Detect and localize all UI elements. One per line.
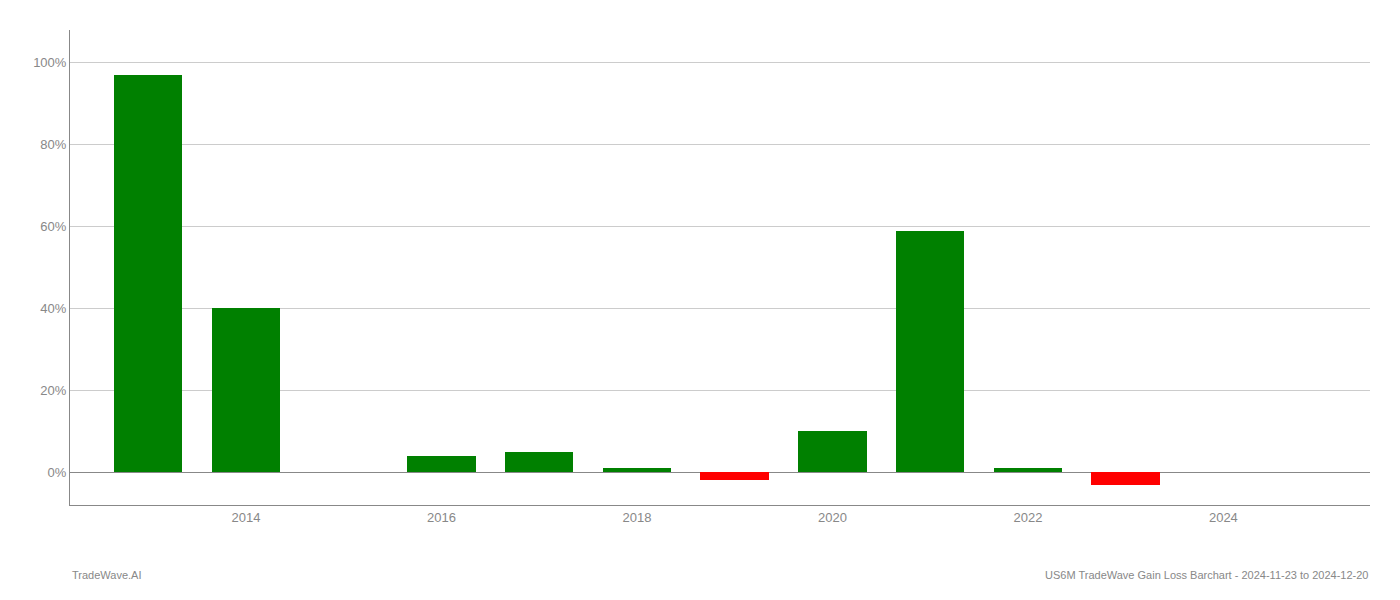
svg-text:100%: 100% <box>33 55 67 70</box>
svg-text:2014: 2014 <box>231 510 260 525</box>
svg-text:0%: 0% <box>48 465 67 480</box>
svg-text:2018: 2018 <box>622 510 651 525</box>
svg-text:60%: 60% <box>40 219 66 234</box>
svg-text:US6M TradeWave Gain Loss Barch: US6M TradeWave Gain Loss Barchart - 2024… <box>1045 569 1368 581</box>
svg-text:40%: 40% <box>40 301 66 316</box>
svg-text:2022: 2022 <box>1013 510 1042 525</box>
svg-text:2024: 2024 <box>1209 510 1238 525</box>
svg-text:20%: 20% <box>40 383 66 398</box>
svg-text:2020: 2020 <box>818 510 847 525</box>
svg-text:TradeWave.AI: TradeWave.AI <box>72 569 142 581</box>
svg-text:2016: 2016 <box>427 510 456 525</box>
svg-text:80%: 80% <box>40 137 66 152</box>
